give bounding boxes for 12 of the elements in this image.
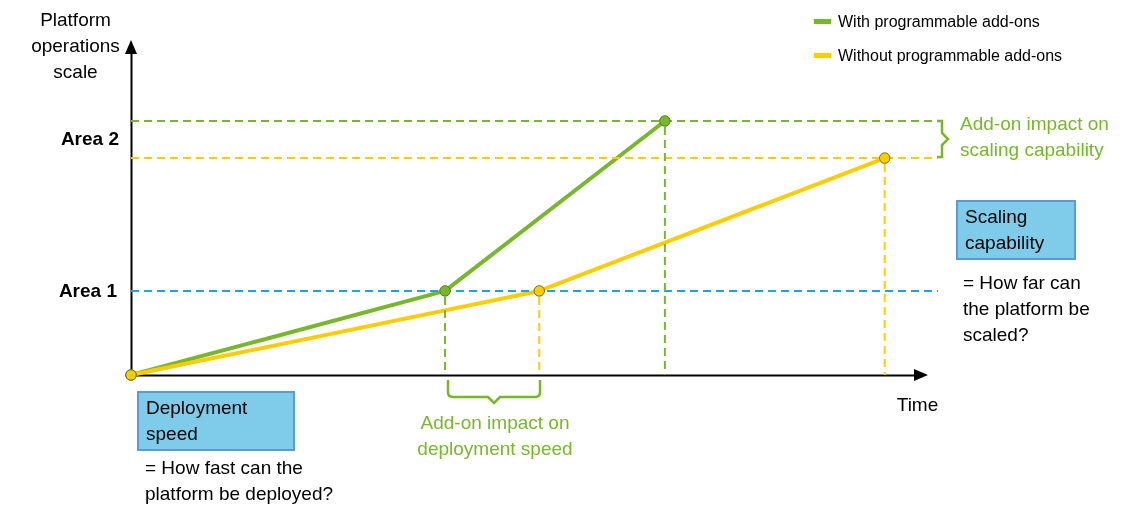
text: Scaling capability <box>956 200 1076 260</box>
text: = How far can the platform be scaled? <box>963 271 1091 347</box>
x-axis-title: Time <box>896 393 939 415</box>
text: Add-on impact on deployment speed <box>416 411 574 461</box>
legend-label: Without programmable add-ons <box>838 46 1063 64</box>
legend-label: With programmable add-ons <box>838 12 1040 30</box>
text: Add-on impact on scaling capability <box>960 112 1110 162</box>
ref-line-label: Area 1 <box>58 279 118 301</box>
y-axis-title: Platform operations scale <box>31 8 120 82</box>
text: Deployment speed <box>137 391 295 451</box>
text: = How fast can the platform be deployed? <box>145 456 334 505</box>
text: Area 2 <box>59 127 119 151</box>
